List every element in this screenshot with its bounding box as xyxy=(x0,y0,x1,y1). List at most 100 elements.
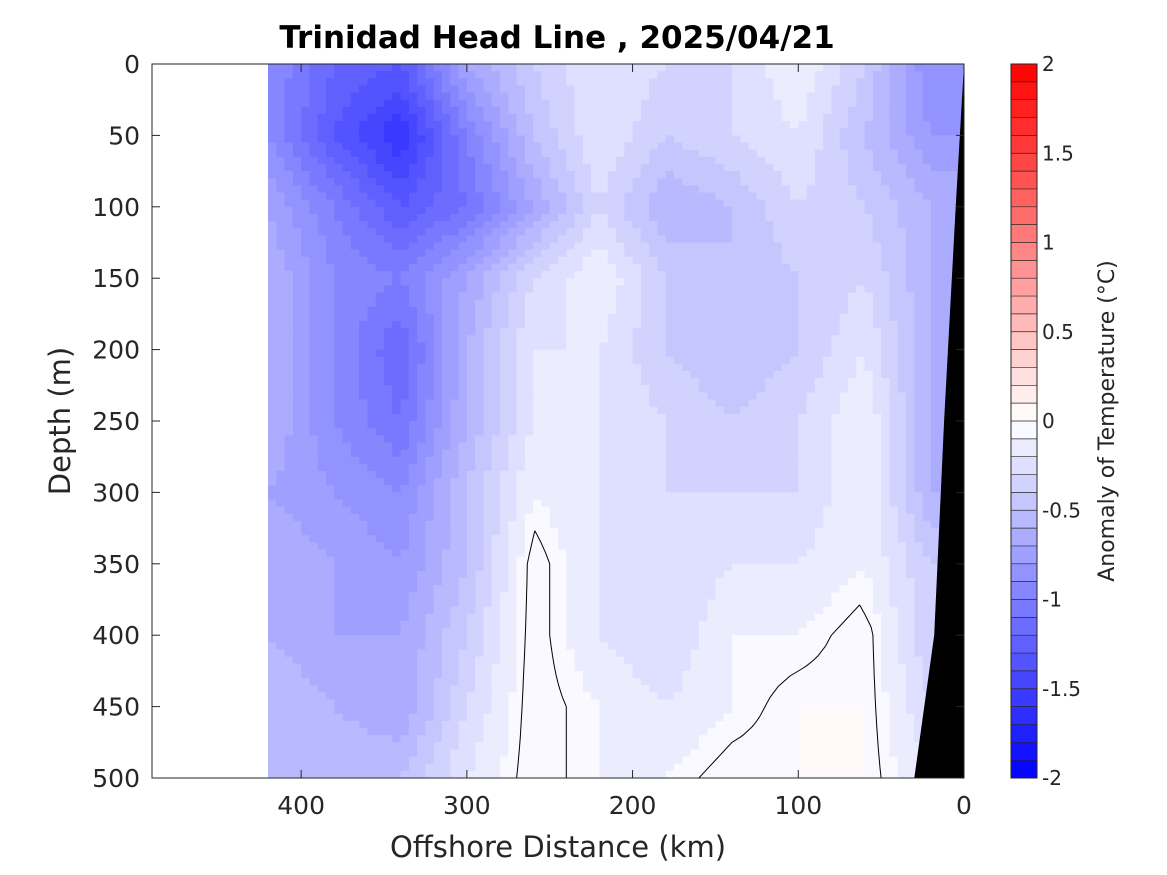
heatmap-cell xyxy=(500,249,509,258)
heatmap-cell xyxy=(591,321,601,329)
heatmap-cell xyxy=(392,413,402,422)
heatmap-cell xyxy=(326,213,335,222)
heatmap-cell xyxy=(524,428,534,436)
heatmap-cell xyxy=(682,64,692,72)
heatmap-cell xyxy=(276,485,286,493)
heatmap-cell xyxy=(640,313,650,322)
heatmap-cell xyxy=(798,192,808,201)
heatmap-cell xyxy=(616,421,625,429)
heatmap-cell xyxy=(408,456,418,465)
heatmap-cell xyxy=(359,71,369,79)
heatmap-cell xyxy=(665,249,675,258)
heatmap-cell xyxy=(417,399,427,408)
heatmap-cell xyxy=(367,328,377,336)
heatmap-cell xyxy=(524,292,534,301)
heatmap-cell xyxy=(334,135,344,144)
heatmap-cell xyxy=(864,271,874,279)
heatmap-cell xyxy=(682,71,692,79)
heatmap-cell xyxy=(375,485,385,493)
heatmap-cell xyxy=(939,149,949,158)
heatmap-cell xyxy=(872,363,882,372)
heatmap-cell xyxy=(558,178,567,186)
heatmap-cell xyxy=(475,242,485,251)
heatmap-cell xyxy=(798,349,808,358)
heatmap-cell xyxy=(433,78,443,87)
heatmap-cell xyxy=(856,321,866,329)
heatmap-cell xyxy=(864,392,874,401)
heatmap-cell xyxy=(798,106,808,115)
heatmap-cell xyxy=(400,278,410,286)
heatmap-cell xyxy=(649,271,659,279)
heatmap-cell xyxy=(715,85,725,94)
heatmap-cell xyxy=(558,328,567,336)
heatmap-cell xyxy=(748,185,758,194)
heatmap-cell xyxy=(516,178,526,186)
heatmap-cell xyxy=(864,406,874,415)
heatmap-cell xyxy=(665,206,675,215)
heatmap-cell xyxy=(922,378,932,386)
heatmap-cell xyxy=(781,299,791,308)
heatmap-cell xyxy=(823,306,833,315)
heatmap-cell xyxy=(574,92,584,101)
heatmap-cell xyxy=(392,313,402,322)
heatmap-cell xyxy=(350,449,360,458)
heatmap-cell xyxy=(433,413,443,422)
heatmap-cell xyxy=(732,349,741,358)
heatmap-cell xyxy=(350,335,360,344)
heatmap-cell xyxy=(798,463,808,472)
heatmap-cell xyxy=(466,163,476,172)
heatmap-cell xyxy=(442,399,451,408)
heatmap-cell xyxy=(591,106,601,115)
heatmap-cell xyxy=(400,271,410,279)
heatmap-cell xyxy=(674,385,683,394)
heatmap-cell xyxy=(342,206,352,215)
heatmap-cell xyxy=(872,185,882,194)
heatmap-cell xyxy=(649,392,659,401)
heatmap-cell xyxy=(914,428,924,436)
heatmap-cell xyxy=(558,442,567,451)
heatmap-cell xyxy=(433,121,443,129)
heatmap-cell xyxy=(417,185,427,194)
heatmap-cell xyxy=(591,385,601,394)
heatmap-cell xyxy=(309,263,319,272)
heatmap-cell xyxy=(947,178,957,186)
heatmap-cell xyxy=(798,406,808,415)
heatmap-cell xyxy=(864,342,874,351)
heatmap-cell xyxy=(649,356,659,365)
heatmap-cell xyxy=(707,406,717,415)
heatmap-cell xyxy=(922,242,932,251)
heatmap-cell xyxy=(740,328,750,336)
heatmap-cell xyxy=(533,199,543,208)
heatmap-cell xyxy=(342,85,352,94)
heatmap-cell xyxy=(831,178,841,186)
heatmap-cell xyxy=(740,78,750,87)
heatmap-cell xyxy=(872,285,882,294)
heatmap-cell xyxy=(831,456,841,465)
heatmap-cell xyxy=(533,371,543,379)
heatmap-cell xyxy=(309,406,319,415)
heatmap-cell xyxy=(640,349,650,358)
heatmap-cell xyxy=(624,85,634,94)
heatmap-cell xyxy=(326,64,335,72)
heatmap-cell xyxy=(624,335,634,344)
heatmap-cell xyxy=(690,242,700,251)
heatmap-cell xyxy=(599,363,609,372)
heatmap-cell xyxy=(715,92,725,101)
heatmap-cell xyxy=(872,71,882,79)
heatmap-cell xyxy=(342,328,352,336)
heatmap-cell xyxy=(574,71,584,79)
heatmap-cell xyxy=(624,292,634,301)
heatmap-cell xyxy=(632,335,642,344)
heatmap-cell xyxy=(914,392,924,401)
heatmap-cell xyxy=(309,435,319,444)
heatmap-cell xyxy=(930,235,940,244)
heatmap-cell xyxy=(582,128,592,136)
heatmap-cell xyxy=(500,64,509,72)
heatmap-cell xyxy=(715,271,725,279)
heatmap-cell xyxy=(698,206,708,215)
heatmap-cell xyxy=(475,85,485,94)
heatmap-cell xyxy=(516,99,526,108)
heatmap-cell xyxy=(591,378,601,386)
heatmap-cell xyxy=(276,163,286,172)
heatmap-cell xyxy=(400,378,410,386)
